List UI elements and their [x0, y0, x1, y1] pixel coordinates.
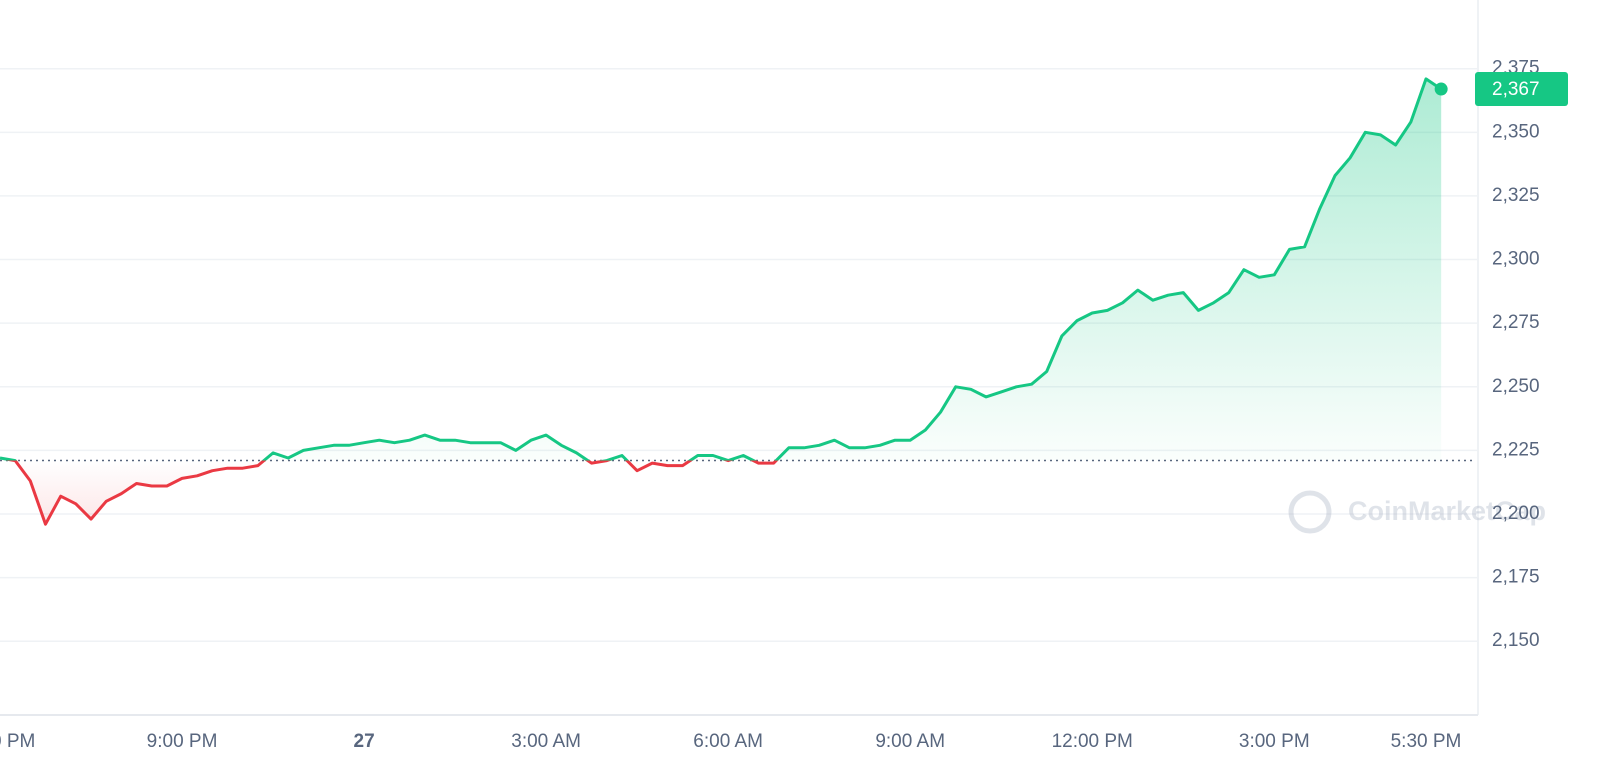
current-price-badge [1475, 72, 1568, 107]
price-area [0, 78, 1442, 525]
y-tick-label: 2,300 [1492, 249, 1540, 270]
watermark: CoinMarketCap [1288, 490, 1546, 534]
current-price-dot [1434, 82, 1448, 96]
y-tick-label: 2,275 [1492, 312, 1540, 333]
y-tick-label: 2,350 [1492, 121, 1540, 142]
x-tick-label: 3:00 PM [1239, 731, 1310, 752]
x-tick-label: 12:00 PM [1052, 731, 1133, 752]
x-tick-label: 9:00 AM [875, 731, 945, 752]
x-tick-label: 6:00 AM [693, 731, 763, 752]
price-line [0, 77, 1443, 526]
x-tick-label: 27 [354, 731, 375, 752]
y-tick-label: 2,200 [1492, 503, 1540, 524]
y-tick-label: 2,250 [1492, 376, 1540, 397]
watermark-text: CoinMarketCap [1348, 496, 1546, 526]
x-tick-label: 6:00 PM [0, 731, 35, 752]
y-tick-label: 2,225 [1492, 439, 1540, 460]
y-tick-label: 2,175 [1492, 567, 1540, 588]
y-tick-label: 2,325 [1492, 185, 1540, 206]
x-tick-label: 3:00 AM [511, 731, 581, 752]
current-price-label: 2,367 [1492, 79, 1540, 100]
watermark-logo [1288, 490, 1332, 534]
x-tick-label: 9:00 PM [147, 731, 218, 752]
y-tick-label: 2,150 [1492, 630, 1540, 651]
x-tick-label: 5:30 PM [1391, 731, 1462, 752]
